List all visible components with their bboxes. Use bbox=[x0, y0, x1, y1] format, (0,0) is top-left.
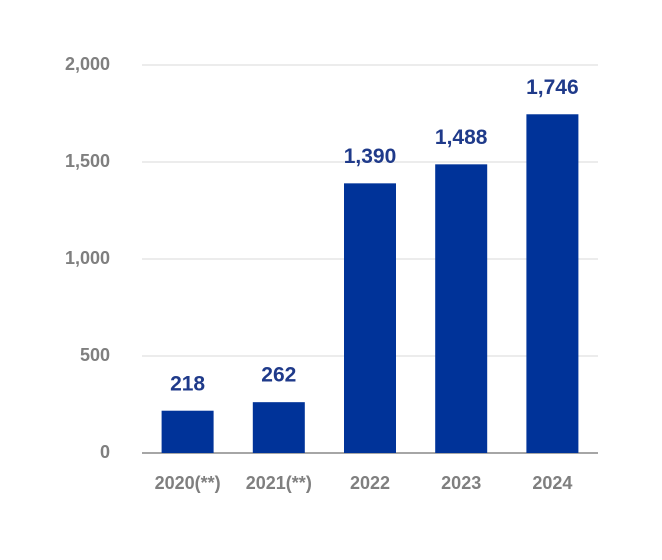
x-tick-label: 2023 bbox=[441, 473, 481, 493]
value-label: 218 bbox=[170, 372, 205, 395]
bar bbox=[161, 410, 214, 453]
value-label: 1,488 bbox=[435, 126, 488, 149]
bar bbox=[344, 183, 396, 453]
value-label: 262 bbox=[261, 364, 296, 387]
y-tick-label: 1,000 bbox=[65, 248, 110, 268]
y-tick-label: 1,500 bbox=[65, 151, 110, 171]
x-tick-label: 2020(**) bbox=[155, 473, 221, 493]
y-tick-label: 0 bbox=[100, 442, 110, 462]
bar bbox=[435, 164, 488, 453]
value-label: 1,390 bbox=[344, 145, 397, 168]
y-tick-label: 500 bbox=[80, 345, 110, 365]
x-tick-label: 2022 bbox=[350, 473, 390, 493]
value-label: 1,746 bbox=[526, 76, 579, 99]
x-tick-label: 2024 bbox=[532, 473, 572, 493]
y-tick-label: 2,000 bbox=[65, 54, 110, 74]
bar bbox=[526, 114, 579, 453]
x-tick-label: 2021(**) bbox=[246, 473, 312, 493]
bar bbox=[252, 402, 305, 453]
